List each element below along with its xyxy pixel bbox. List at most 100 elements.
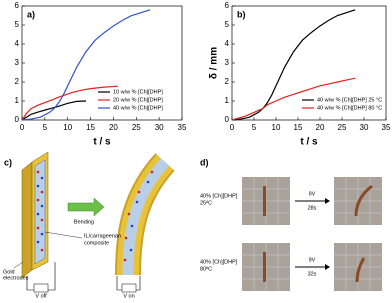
legend-label: 20 w/w % [Ch][DHP]	[113, 97, 163, 103]
composite-layer	[34, 159, 46, 265]
composite-layer	[122, 158, 170, 276]
ion	[123, 258, 127, 262]
y-tick-label: 6	[225, 1, 230, 10]
x-tick-label: 0	[230, 123, 235, 132]
voltage-label: 9V	[309, 191, 316, 197]
y-tick-label: 3	[15, 58, 20, 67]
chart: 0 1 2 3 4 5 6 0 5 10 15 20 25 30 35 t / s δ / mm b) 40 w/w…	[209, 1, 391, 148]
arrow-head	[325, 264, 330, 270]
ion	[36, 184, 40, 188]
photo-panel: d) 40% [Ch][DHP] 25ºC 9V 28s 40% [Ch][DH…	[200, 157, 382, 291]
x-tick-label: 15	[294, 123, 303, 132]
y-tick-label: 4	[15, 39, 20, 48]
voltage-label: 9V	[309, 257, 316, 263]
x-tick-label: 15	[86, 123, 95, 132]
photo-row: 40% [Ch][DHP] 25ºC 9V 28s	[200, 177, 382, 225]
y-tick-label: 6	[15, 1, 20, 10]
switch-box	[33, 283, 49, 293]
ions	[36, 170, 44, 252]
v-off-label: V off	[35, 293, 47, 299]
arrow	[67, 197, 105, 217]
temperature-label: 25ºC	[200, 199, 212, 206]
legend-label: 40 w/w % [Ch][DHP] 25 °C	[317, 97, 382, 103]
ion	[40, 190, 44, 194]
arrow-head	[325, 198, 330, 204]
ion	[40, 176, 44, 180]
ion	[40, 218, 44, 222]
ion	[36, 212, 40, 216]
ion	[127, 212, 131, 216]
switch-box	[121, 283, 137, 293]
x-tick-label: 10	[63, 123, 72, 132]
arrow-label: Bending	[74, 219, 94, 225]
composite-label: IL/carrageenan	[84, 233, 121, 239]
ion	[129, 248, 133, 252]
ion	[40, 232, 44, 236]
temperature-label: 80ºC	[200, 265, 212, 272]
y-axis-label: δ / mm	[209, 47, 220, 79]
electrodes-label: Gold	[3, 269, 15, 275]
ion	[36, 240, 40, 244]
series-line	[21, 85, 119, 121]
diagram: c) V off Bending V on	[3, 151, 175, 299]
ion	[135, 200, 139, 204]
strip	[263, 186, 266, 216]
legend-label: 40 w/w % [Ch][DHP] 80 °C	[317, 105, 382, 111]
condition-label: 40% [Ch][DHP]	[200, 193, 238, 199]
x-tick-label: 20	[316, 123, 325, 132]
y-tick-label: 4	[225, 39, 230, 48]
y-tick-label: 2	[225, 77, 230, 86]
x-axis-label: t / s	[93, 137, 111, 148]
ion	[124, 236, 128, 240]
x-tick-label: 25	[132, 123, 141, 132]
panel-label: a)	[27, 9, 35, 19]
y-tick-label: 0	[225, 115, 230, 124]
chart: 0 1 2 3 4 5 6 0 5 10 15 20 25 30 35 t / s a) 10 w/w % [Ch…	[15, 1, 187, 148]
ion	[146, 180, 150, 184]
x-tick-label: 30	[360, 123, 369, 132]
panel-label: b)	[237, 9, 246, 19]
ion	[137, 190, 141, 194]
time-label: 28s	[308, 205, 317, 211]
panel-label: d)	[200, 157, 209, 167]
ion	[36, 198, 40, 202]
leader	[13, 261, 24, 269]
time-label: 32s	[308, 271, 317, 277]
series-line	[21, 9, 151, 121]
y-tick-label: 3	[225, 58, 230, 67]
y-tick-label: 5	[225, 20, 230, 29]
strip	[354, 184, 373, 217]
x-axis-label: t / s	[300, 137, 318, 148]
strip	[355, 257, 366, 283]
ion	[40, 248, 44, 252]
x-tick-label: 30	[155, 123, 164, 132]
y-tick-label: 2	[15, 77, 20, 86]
ion	[150, 170, 154, 174]
x-tick-label: 35	[382, 123, 391, 132]
ion	[36, 170, 40, 174]
electrodes-label: electrodes	[3, 275, 29, 281]
x-tick-label: 20	[109, 123, 118, 132]
y-tick-label: 1	[15, 96, 20, 105]
leader	[44, 231, 83, 239]
x-tick-label: 25	[338, 123, 347, 132]
ions	[123, 170, 154, 262]
y-tick-label: 5	[15, 20, 20, 29]
condition-label: 40% [Ch][DHP]	[200, 259, 238, 265]
legend-label: 40 w/w % [Ch][DHP]	[113, 105, 163, 111]
x-tick-label: 5	[252, 123, 257, 132]
ion	[130, 224, 134, 228]
strip	[263, 252, 266, 282]
panel-label: c)	[4, 157, 12, 167]
x-tick-label: 35	[178, 123, 187, 132]
series-line	[21, 100, 87, 121]
y-tick-label: 1	[225, 96, 230, 105]
x-tick-label: 0	[20, 123, 25, 132]
x-tick-label: 5	[43, 123, 48, 132]
ion	[40, 204, 44, 208]
composite-label: composite	[84, 240, 109, 246]
gold-plate	[21, 161, 33, 279]
x-tick-label: 10	[272, 123, 281, 132]
series-line	[231, 9, 356, 121]
